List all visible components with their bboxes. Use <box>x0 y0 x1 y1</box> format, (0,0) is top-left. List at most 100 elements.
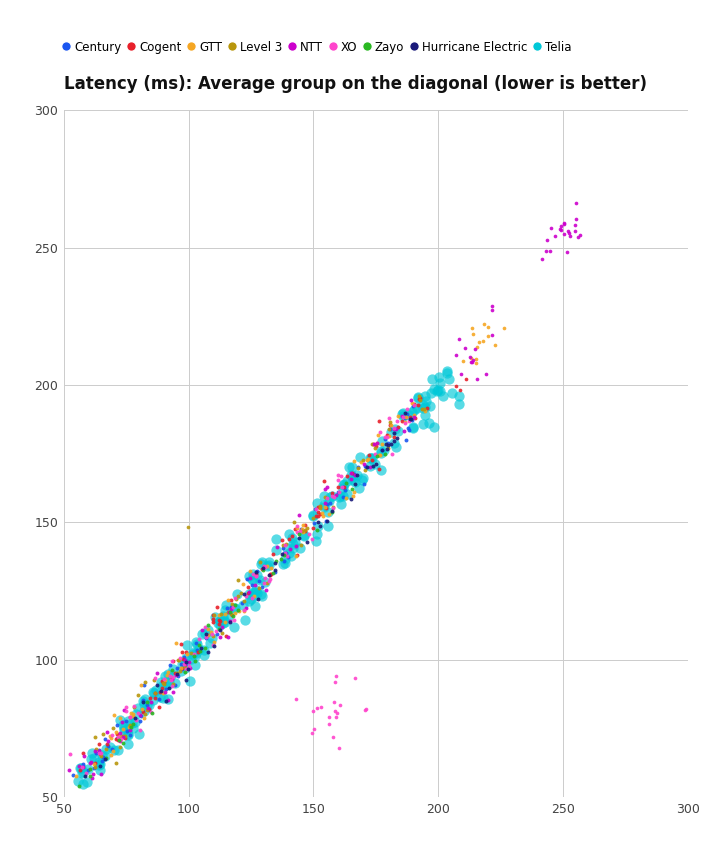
Point <box>556 223 567 237</box>
Telia <box>347 473 358 487</box>
Telia <box>93 755 104 768</box>
Hurricane Electric <box>225 616 236 629</box>
Point <box>486 303 498 316</box>
Cogent <box>327 487 338 500</box>
Telia <box>85 752 96 766</box>
XO <box>279 547 291 561</box>
NTT <box>408 410 420 424</box>
Telia <box>346 460 357 474</box>
XO <box>291 520 303 533</box>
Century <box>179 650 190 664</box>
Telia <box>333 490 345 504</box>
XO <box>259 572 271 585</box>
Cogent <box>208 609 219 622</box>
NTT <box>101 725 113 739</box>
Zayo <box>193 639 204 652</box>
Level 3 <box>119 729 130 743</box>
Telia <box>428 421 440 434</box>
Century <box>89 762 100 775</box>
GTT <box>245 564 256 577</box>
XO <box>149 671 160 684</box>
Cogent <box>208 616 219 629</box>
Cogent <box>374 414 385 427</box>
Telia <box>318 500 330 514</box>
Level 3 <box>111 756 122 770</box>
Century <box>358 477 369 491</box>
Cogent <box>313 499 324 513</box>
Cogent <box>149 692 160 706</box>
GTT <box>136 702 147 716</box>
Point <box>454 397 465 410</box>
GTT <box>319 499 330 513</box>
NTT <box>96 767 107 780</box>
Telia <box>180 661 191 675</box>
Point <box>316 700 327 714</box>
Century <box>283 550 294 564</box>
Point <box>470 356 481 370</box>
XO <box>398 410 409 424</box>
Hurricane Electric <box>315 519 326 533</box>
Telia <box>169 677 180 690</box>
Telia <box>343 460 354 474</box>
Telia <box>326 489 337 503</box>
Cogent <box>367 453 378 466</box>
Telia <box>441 366 452 380</box>
XO <box>64 747 75 761</box>
Telia <box>298 529 310 543</box>
NTT <box>260 583 272 597</box>
Telia <box>342 474 353 488</box>
Century <box>400 410 411 424</box>
Cogent <box>242 586 254 600</box>
Telia <box>356 474 367 488</box>
Telia <box>307 510 318 523</box>
GTT <box>111 725 122 739</box>
Hurricane Electric <box>250 565 262 578</box>
Telia <box>407 421 418 435</box>
Level 3 <box>261 577 272 590</box>
GTT <box>340 491 352 505</box>
Telia <box>256 589 267 602</box>
Telia <box>365 451 376 465</box>
Level 3 <box>301 521 313 534</box>
Telia <box>341 488 352 501</box>
Zayo <box>189 654 200 667</box>
Century <box>333 485 344 499</box>
XO <box>93 746 104 760</box>
XO <box>80 767 91 780</box>
Telia <box>139 693 150 706</box>
Century <box>352 460 364 474</box>
Telia <box>184 674 196 688</box>
GTT <box>297 526 308 539</box>
Level 3 <box>315 501 326 515</box>
Cogent <box>422 402 433 416</box>
Century <box>91 746 102 760</box>
Level 3 <box>359 463 370 477</box>
GTT <box>123 720 134 734</box>
NTT <box>86 767 98 780</box>
GTT <box>117 722 128 736</box>
Point <box>545 244 556 258</box>
Telia <box>413 390 424 404</box>
Telia <box>191 638 203 651</box>
Telia <box>206 631 218 644</box>
Point <box>330 711 341 724</box>
Point <box>558 216 569 230</box>
Telia <box>335 497 347 510</box>
XO <box>321 491 333 505</box>
Cogent <box>77 746 89 760</box>
Telia <box>313 520 324 533</box>
Level 3 <box>128 700 140 714</box>
Century <box>138 694 149 707</box>
Zayo <box>142 695 153 708</box>
XO <box>77 761 88 774</box>
Cogent <box>111 727 123 740</box>
Point <box>331 706 342 720</box>
Century <box>348 468 359 482</box>
Level 3 <box>328 499 339 513</box>
Zayo <box>146 706 157 720</box>
Telia <box>408 420 419 433</box>
Century <box>82 763 94 777</box>
Telia <box>133 728 145 741</box>
XO <box>164 669 176 683</box>
Cogent <box>156 674 167 688</box>
